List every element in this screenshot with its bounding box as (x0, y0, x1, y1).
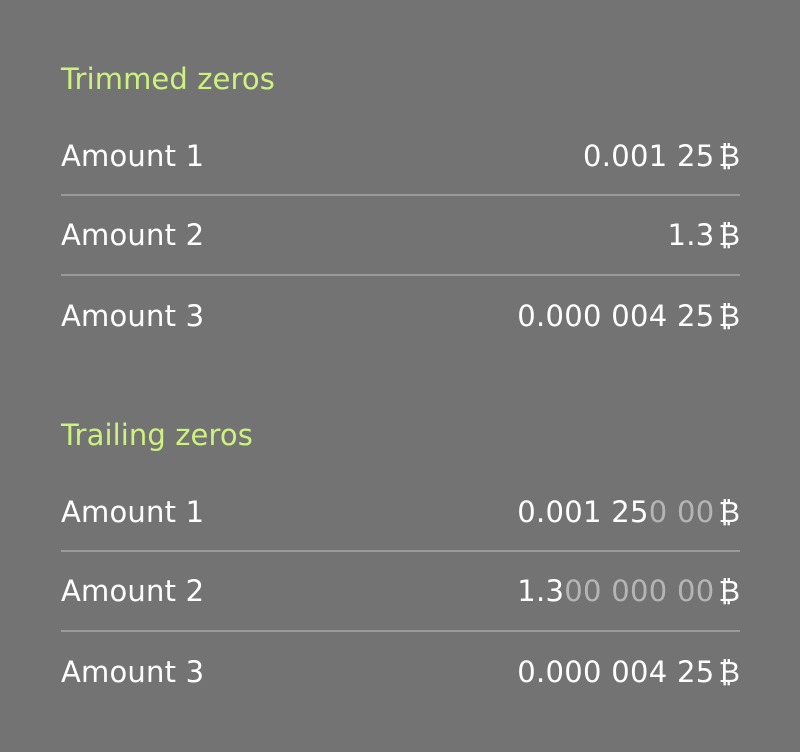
bitcoin-icon: ₿ (718, 138, 740, 173)
amount-label: Amount 1 (61, 495, 205, 529)
amount-row: Amount 3 0.000 004 25 ₿ (61, 276, 740, 356)
amount-label: Amount 1 (61, 139, 205, 173)
amount-digits: 1.3 (517, 573, 565, 608)
amount-list: Amount 1 0.001 25 ₿ Amount 2 1.3 ₿ Amount … (61, 118, 740, 356)
amount-value: 0.001 25 0 00 ₿ (517, 495, 740, 530)
amount-digits: 0.001 25 (582, 138, 715, 173)
amount-list: Amount 1 0.001 25 0 00 ₿ Amount 2 1.3 00 00… (61, 474, 740, 712)
amount-value: 0.000 004 25 ₿ (517, 655, 740, 690)
amount-label: Amount 2 (61, 218, 205, 252)
amount-digits: 0.000 004 25 (517, 654, 715, 689)
amount-label: Amount 2 (61, 574, 205, 608)
amount-label: Amount 3 (61, 655, 205, 689)
amount-row: Amount 2 1.3 00 000 00 ₿ (61, 552, 740, 632)
amount-row: Amount 1 0.001 25 0 00 ₿ (61, 474, 740, 552)
bitcoin-icon: ₿ (718, 494, 740, 529)
bitcoin-icon: ₿ (718, 217, 740, 252)
section-trailing-zeros: Trailing zeros Amount 1 0.001 25 0 00 ₿ Am… (61, 414, 740, 712)
amount-row: Amount 3 0.000 004 25 ₿ (61, 632, 740, 712)
amount-label: Amount 3 (61, 299, 205, 333)
amount-trailing-zeros: 0 00 (648, 494, 715, 529)
amount-digits: 1.3 (667, 217, 715, 252)
bitcoin-icon: ₿ (718, 298, 740, 333)
amount-value: 1.3 ₿ (668, 218, 741, 253)
amount-value: 0.001 25 ₿ (583, 139, 740, 174)
section-title: Trimmed zeros (61, 62, 275, 96)
bitcoin-icon: ₿ (718, 654, 740, 689)
section-title: Trailing zeros (61, 418, 253, 452)
amount-row: Amount 2 1.3 ₿ (61, 196, 740, 276)
amount-digits: 0.000 004 25 (517, 298, 715, 333)
bitcoin-icon: ₿ (718, 573, 740, 608)
amount-digits: 0.001 25 (517, 494, 649, 529)
amount-trailing-zeros: 00 000 00 (564, 573, 715, 608)
amount-value: 1.3 00 000 00 ₿ (517, 574, 740, 609)
amount-value: 0.000 004 25 ₿ (517, 299, 740, 334)
amount-row: Amount 1 0.001 25 ₿ (61, 118, 740, 196)
section-trimmed-zeros: Trimmed zeros Amount 1 0.001 25 ₿ Amount … (61, 58, 740, 356)
